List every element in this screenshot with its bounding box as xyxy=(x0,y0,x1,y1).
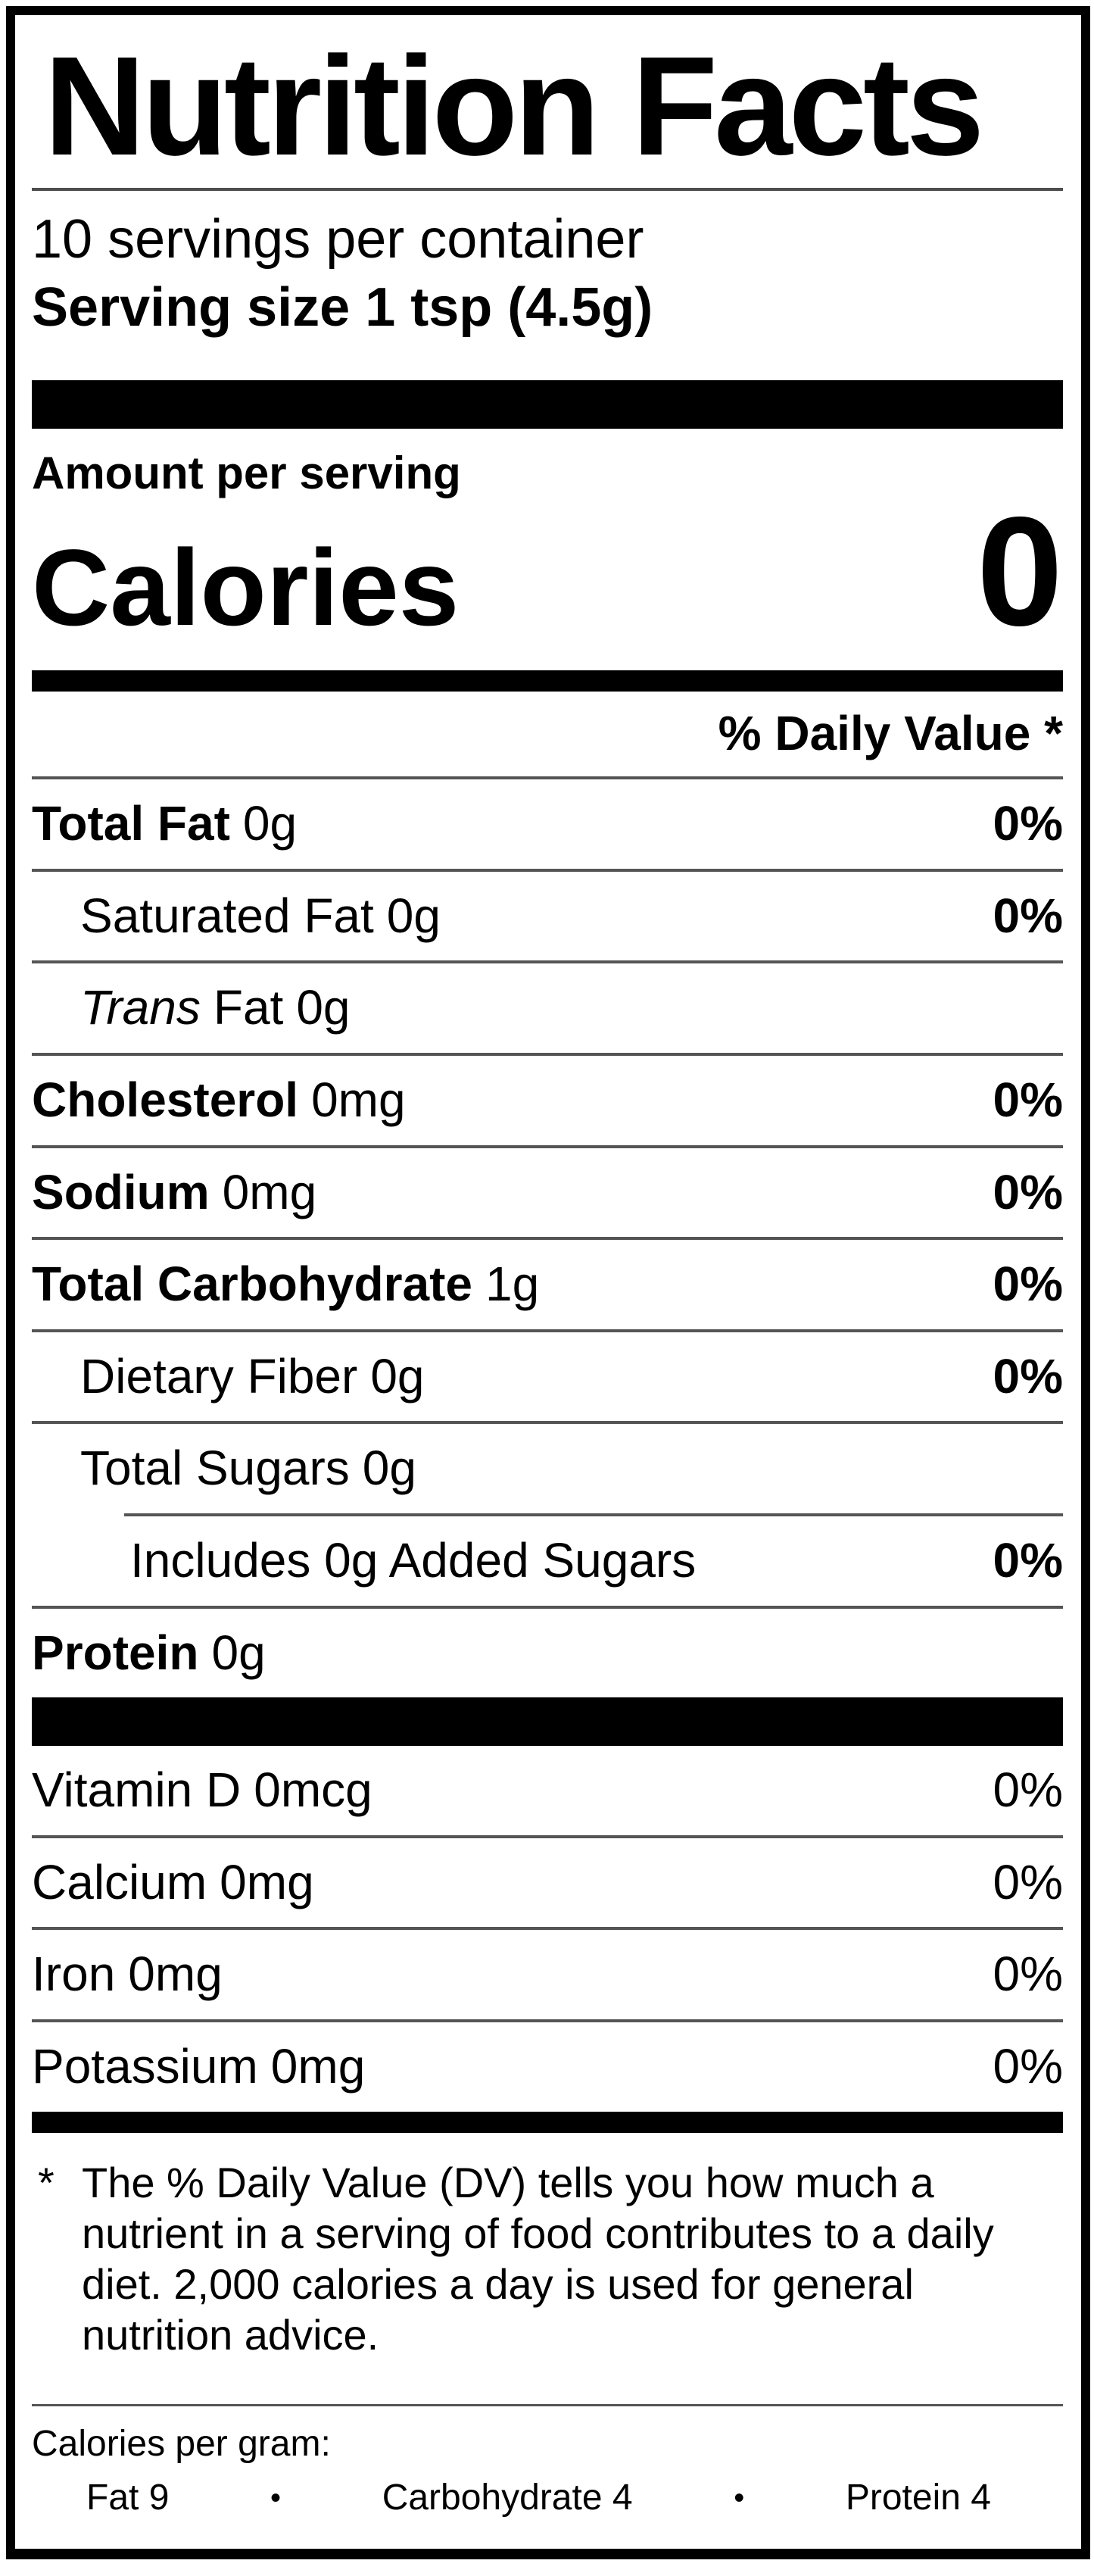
thick-divider-bar xyxy=(32,1697,1063,1747)
nutrient-name: Total Sugars xyxy=(80,1441,350,1496)
vitamin-name: Iron xyxy=(32,1947,116,2002)
row-separator xyxy=(32,2019,1063,2022)
vitamin-name: Vitamin D xyxy=(32,1763,242,1818)
nutrient-row-total-sugars: Total Sugars 0g xyxy=(32,1424,1063,1513)
nutrient-dv: 0% xyxy=(993,1164,1064,1219)
nutrient-dv: 0% xyxy=(993,888,1064,943)
amount-per-serving-label: Amount per serving xyxy=(32,447,461,498)
nutrient-name: Cholesterol xyxy=(32,1072,299,1127)
calories-per-gram-label: Calories per gram: xyxy=(32,2424,331,2465)
calories-value: 0 xyxy=(976,484,1063,658)
nutrient-amount: 0g xyxy=(211,1625,266,1680)
vitamin-dv: 0% xyxy=(993,1763,1064,1818)
nutrient-amount: 0g xyxy=(386,888,441,943)
vitamin-row-calcium: Calcium 0mg 0% xyxy=(32,1838,1063,1928)
daily-value-footnote: * The % Daily Value (DV) tells you how m… xyxy=(32,2157,1063,2361)
medium-divider-bar xyxy=(32,670,1063,692)
row-separator-indented xyxy=(124,1513,1063,1516)
nutrient-row-total-carbohydrate: Total Carbohydrate 1g 0% xyxy=(32,1240,1063,1329)
nutrient-name: Fat xyxy=(213,980,284,1035)
row-separator xyxy=(32,1329,1063,1332)
row-separator xyxy=(32,1834,1063,1838)
nutrient-dv: 0% xyxy=(993,1072,1064,1127)
row-separator xyxy=(32,868,1063,872)
bullet-separator: • xyxy=(734,2481,745,2515)
nutrient-amount: 0g xyxy=(362,1441,416,1496)
medium-divider-bar xyxy=(32,2111,1063,2133)
cpg-carbohydrate: Carbohydrate 4 xyxy=(382,2478,633,2518)
nutrient-dv: 0% xyxy=(993,1532,1064,1588)
row-separator xyxy=(32,1052,1063,1056)
nutrient-row-dietary-fiber: Dietary Fiber 0g 0% xyxy=(32,1332,1063,1422)
nutrient-dv: 0% xyxy=(993,1257,1064,1312)
vitamin-amount: 0mg xyxy=(270,2038,366,2094)
nutrient-row-cholesterol: Cholesterol 0mg 0% xyxy=(32,1056,1063,1145)
serving-size: Serving size 1 tsp (4.5g) xyxy=(32,277,653,339)
row-separator xyxy=(32,1927,1063,1931)
vitamin-row-vitamin-d: Vitamin D 0mcg 0% xyxy=(32,1746,1063,1835)
nutrient-dv: 0% xyxy=(993,796,1064,851)
footnote-asterisk: * xyxy=(38,2158,55,2206)
nutrient-name-italic: Trans xyxy=(80,980,201,1035)
calories-row: Calories 0 xyxy=(32,494,1063,670)
vitamin-row-potassium: Potassium 0mg 0% xyxy=(32,2022,1063,2112)
nutrient-amount: 0g xyxy=(370,1348,425,1404)
vitamin-amount: 0mg xyxy=(220,1854,314,1909)
daily-value-header: % Daily Value * xyxy=(718,706,1063,761)
nutrient-name: Protein xyxy=(32,1625,199,1680)
calories-label: Calories xyxy=(32,527,460,648)
vitamin-amount: 0mg xyxy=(128,1947,223,2002)
cpg-protein: Protein 4 xyxy=(845,2478,991,2518)
thick-divider-bar xyxy=(32,379,1063,429)
row-separator xyxy=(32,1237,1063,1241)
row-separator xyxy=(32,1605,1063,1609)
row-separator xyxy=(32,960,1063,964)
nutrient-row-saturated-fat: Saturated Fat 0g 0% xyxy=(32,872,1063,961)
vitamin-dv: 0% xyxy=(993,1854,1064,1909)
nutrient-dv: 0% xyxy=(993,1348,1064,1404)
title-underline xyxy=(32,188,1063,192)
row-separator xyxy=(32,776,1063,780)
nutrient-row-added-sugars: Includes 0g Added Sugars 0% xyxy=(32,1516,1063,1606)
cpg-fat: Fat 9 xyxy=(86,2478,170,2518)
nutrient-name: Total Carbohydrate xyxy=(32,1257,472,1312)
vitamin-dv: 0% xyxy=(993,1947,1064,2002)
nutrient-row-sodium: Sodium 0mg 0% xyxy=(32,1148,1063,1238)
nutrient-row-trans-fat: Trans Fat 0g xyxy=(32,963,1063,1053)
nutrient-name: Total Fat xyxy=(32,796,230,851)
nutrient-name: Includes 0g Added Sugars xyxy=(130,1532,697,1588)
vitamin-name: Calcium xyxy=(32,1854,207,1909)
nutrient-name: Dietary Fiber xyxy=(80,1348,358,1404)
nutrient-amount: 0mg xyxy=(311,1072,406,1127)
nutrient-name: Sodium xyxy=(32,1164,210,1219)
nutrient-amount: 0mg xyxy=(222,1164,317,1219)
footnote-text: The % Daily Value (DV) tells you how muc… xyxy=(82,2158,994,2359)
nutrient-row-protein: Protein 0g xyxy=(32,1609,1063,1698)
vitamin-name: Potassium xyxy=(32,2038,258,2094)
nutrient-amount: 0g xyxy=(296,980,351,1035)
servings-per-container: 10 servings per container xyxy=(32,209,644,270)
nutrient-name: Saturated Fat xyxy=(80,888,374,943)
vitamin-row-iron: Iron 0mg 0% xyxy=(32,1930,1063,2019)
label-title: Nutrition Facts xyxy=(44,28,984,185)
nutrient-amount: 0g xyxy=(242,796,298,851)
nutrient-amount: 1g xyxy=(485,1257,540,1312)
calories-per-gram-values: Fat 9 • Carbohydrate 4 • Protein 4 xyxy=(32,2478,1063,2518)
nutrition-facts-label: Nutrition Facts 10 servings per containe… xyxy=(6,6,1090,2559)
vitamin-dv: 0% xyxy=(993,2038,1064,2094)
row-separator xyxy=(32,1421,1063,1425)
nutrient-row-total-fat: Total Fat 0g 0% xyxy=(32,779,1063,869)
vitamin-amount: 0mcg xyxy=(254,1763,372,1818)
footnote-separator xyxy=(32,2404,1063,2407)
bullet-separator: • xyxy=(270,2481,282,2515)
row-separator xyxy=(32,1144,1063,1148)
